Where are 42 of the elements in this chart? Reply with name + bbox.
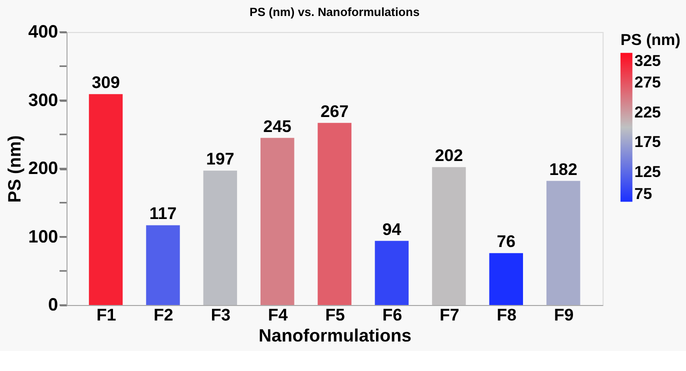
data-label: 94	[382, 220, 402, 239]
color-bar-label: 325	[634, 52, 662, 70]
data-label: 197	[206, 150, 234, 169]
color-bar-label: 225	[634, 104, 662, 122]
y-tick-label: 400	[28, 22, 58, 42]
y-tick-label: 100	[28, 226, 58, 246]
color-bar-title: PS (nm)	[620, 32, 680, 49]
x-tick-label: F7	[440, 305, 460, 324]
color-bar-label: 75	[634, 186, 652, 203]
y-tick-label: 300	[28, 90, 58, 110]
data-label: 182	[549, 160, 578, 179]
bar	[489, 253, 524, 306]
bar	[88, 94, 123, 306]
data-label: 202	[434, 146, 464, 166]
chart-title: PS (nm) vs. Nanoformulations	[250, 5, 420, 20]
bar	[318, 122, 352, 306]
y-tick-label: 200	[28, 158, 58, 178]
color-bar-label: 125	[634, 164, 662, 181]
x-tick-label: F6	[382, 305, 402, 324]
bar	[203, 170, 238, 306]
x-tick-label: F9	[554, 305, 574, 324]
bar	[260, 138, 294, 306]
data-label: 117	[149, 204, 177, 224]
y-tick-label: 0	[48, 294, 58, 315]
data-label: 267	[320, 102, 349, 121]
x-axis-title: Nanoformulations	[258, 325, 412, 346]
color-bar-label: 175	[634, 134, 662, 152]
color-bar-label: 275	[634, 74, 662, 92]
x-tick-label: F1	[96, 305, 116, 324]
bar	[432, 167, 466, 306]
data-label: 76	[496, 232, 516, 252]
x-tick-label: F4	[268, 305, 288, 324]
x-tick-label: F2	[154, 305, 174, 324]
bar	[374, 240, 409, 306]
x-tick-label: F5	[325, 305, 345, 324]
x-tick-label: F8	[496, 305, 516, 324]
y-axis-title: PS (nm)	[4, 135, 24, 203]
x-tick-label: F3	[210, 305, 231, 324]
data-label: 309	[92, 73, 120, 92]
bar	[546, 180, 580, 306]
bar	[146, 225, 180, 306]
data-label: 245	[263, 116, 292, 136]
